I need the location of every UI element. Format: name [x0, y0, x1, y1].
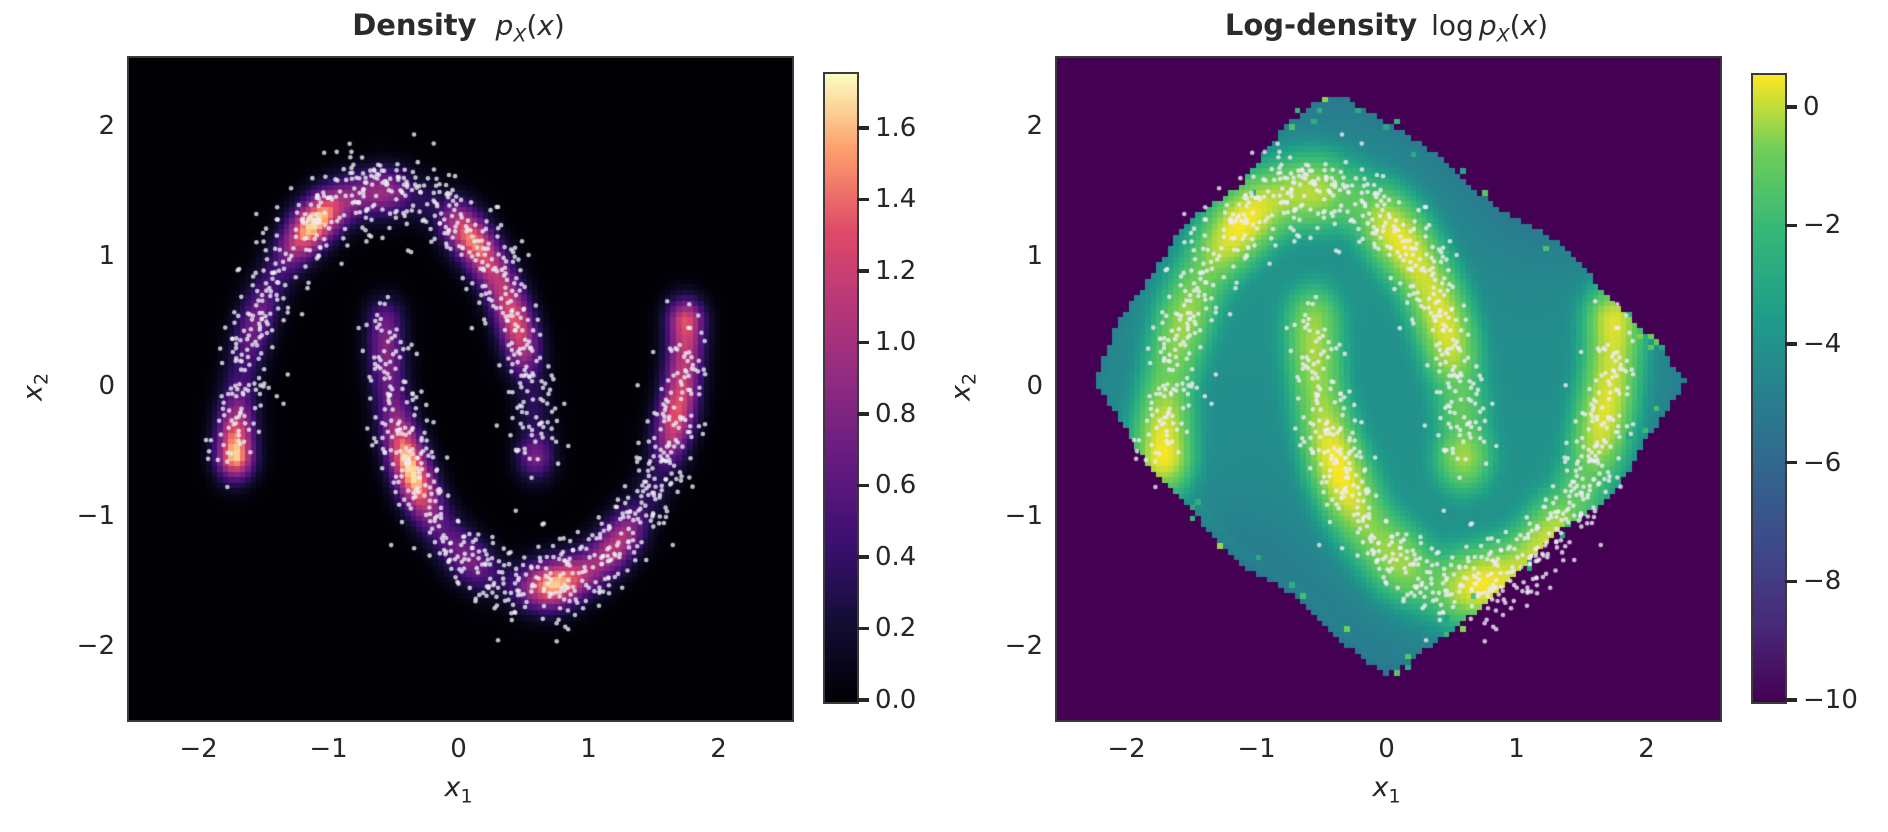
- log-density-plot-title: Log-density log pX(x): [1055, 8, 1718, 47]
- x-tick-label: 2: [1638, 734, 1655, 764]
- x-tick-label: 2: [710, 734, 727, 764]
- xlabel-sub: 1: [1388, 785, 1401, 808]
- math-sub-X: X: [1496, 24, 1510, 47]
- xlabel-var: x: [1372, 772, 1389, 803]
- colorbar-tick-mark: [1785, 460, 1797, 465]
- colorbar-tick-mark: [857, 197, 869, 202]
- math-var-x: x: [1520, 9, 1538, 42]
- colorbar-tick-label: −4: [1803, 329, 1842, 360]
- colorbar-tick-label: 1.2: [875, 255, 917, 286]
- colorbar-tick-label: 0.2: [875, 613, 917, 644]
- log-density-colorbar: [1751, 73, 1787, 704]
- y-tick-label: 2: [1026, 111, 1043, 142]
- x-tick-label: 1: [1508, 734, 1525, 764]
- y-tick-label: 0: [98, 371, 115, 401]
- colorbar-tick-mark: [857, 412, 869, 416]
- y-tick-label: −1: [76, 500, 115, 531]
- log-density-heatmap-canvas: [1057, 58, 1720, 720]
- colorbar-tick-mark: [857, 340, 869, 345]
- colorbar-tick-label: −8: [1803, 566, 1842, 597]
- colorbar-tick-mark: [1785, 698, 1797, 702]
- log-density-xlabel: x1: [1055, 772, 1718, 807]
- xlabel-var: x: [444, 772, 461, 803]
- colorbar-tick-label: −2: [1803, 210, 1842, 241]
- colorbar-tick-label: 1.4: [875, 184, 917, 215]
- colorbar-tick-label: −10: [1803, 685, 1858, 715]
- x-tick-label: −1: [1237, 734, 1276, 764]
- colorbar-tick-mark: [1785, 223, 1797, 228]
- log-density-colorbar-gradient: [1753, 75, 1785, 702]
- y-tick-label: 0: [1026, 371, 1043, 401]
- y-tick-label: −1: [1004, 500, 1043, 531]
- colorbar-tick-label: 0.4: [875, 541, 917, 572]
- math-close-paren: ): [553, 9, 565, 42]
- colorbar-tick-mark: [857, 126, 869, 130]
- colorbar-tick-label: 1.0: [875, 327, 917, 358]
- math-open-paren: (: [526, 9, 538, 42]
- colorbar-tick-mark: [1785, 579, 1797, 584]
- x-tick-label: 1: [580, 734, 597, 764]
- log-density-title-math: log pX(x): [1431, 9, 1549, 47]
- math-p: p: [495, 9, 514, 42]
- math-open-paren: (: [1509, 9, 1521, 42]
- x-tick-label: −1: [309, 734, 348, 764]
- math-prefix-log: log: [1431, 9, 1474, 42]
- colorbar-tick-label: 1.6: [875, 112, 917, 143]
- xlabel-sub: 1: [460, 785, 473, 808]
- x-tick-label: −2: [179, 734, 218, 764]
- colorbar-tick-mark: [857, 698, 869, 702]
- x-tick-label: −2: [1107, 734, 1146, 764]
- colorbar-tick-mark: [1785, 105, 1797, 109]
- math-close-paren: ): [1537, 9, 1549, 42]
- x-tick-label: 0: [450, 734, 467, 764]
- colorbar-tick-label: 0.8: [875, 398, 917, 429]
- log-density-title-bold: Log-density: [1224, 8, 1418, 42]
- density-colorbar-gradient: [825, 74, 857, 702]
- colorbar-tick-label: 0: [1803, 91, 1820, 122]
- math-var-x: x: [537, 9, 554, 42]
- x-tick-label: 0: [1378, 734, 1395, 764]
- colorbar-tick-mark: [857, 269, 869, 273]
- colorbar-tick-mark: [1785, 342, 1797, 346]
- colorbar-tick-label: −6: [1803, 447, 1842, 478]
- density-title-math: pX(x): [491, 9, 565, 47]
- density-xlabel: x1: [127, 772, 790, 807]
- colorbar-tick-mark: [857, 483, 869, 488]
- log-density-plot-area: [1055, 56, 1722, 722]
- density-colorbar: [823, 72, 859, 704]
- density-plot-area: [127, 56, 794, 722]
- colorbar-tick-mark: [857, 555, 869, 559]
- density-plot-title: Density pX(x): [127, 8, 790, 47]
- y-tick-label: −2: [76, 630, 115, 661]
- colorbar-tick-label: 0.6: [875, 470, 917, 501]
- y-tick-label: 1: [1026, 241, 1043, 272]
- density-heatmap-canvas: [129, 58, 792, 720]
- y-tick-label: −2: [1004, 630, 1043, 661]
- y-tick-label: 1: [98, 241, 115, 272]
- density-title-bold: Density: [352, 8, 477, 42]
- math-sub-X: X: [513, 24, 527, 47]
- y-tick-label: 2: [98, 111, 115, 142]
- colorbar-tick-label: 0.0: [875, 685, 917, 715]
- colorbar-tick-mark: [857, 626, 869, 631]
- math-p: p: [1478, 9, 1497, 42]
